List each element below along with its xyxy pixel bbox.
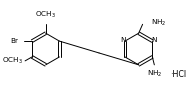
Text: OCH$_3$: OCH$_3$ xyxy=(2,56,23,66)
Text: N: N xyxy=(120,37,126,43)
Text: NH$_2$: NH$_2$ xyxy=(147,69,162,79)
Text: ·HCl: ·HCl xyxy=(170,70,186,79)
Text: N: N xyxy=(151,37,157,43)
Text: Br: Br xyxy=(10,38,18,44)
Text: OCH$_3$: OCH$_3$ xyxy=(35,10,56,20)
Text: NH$_2$: NH$_2$ xyxy=(151,18,166,28)
